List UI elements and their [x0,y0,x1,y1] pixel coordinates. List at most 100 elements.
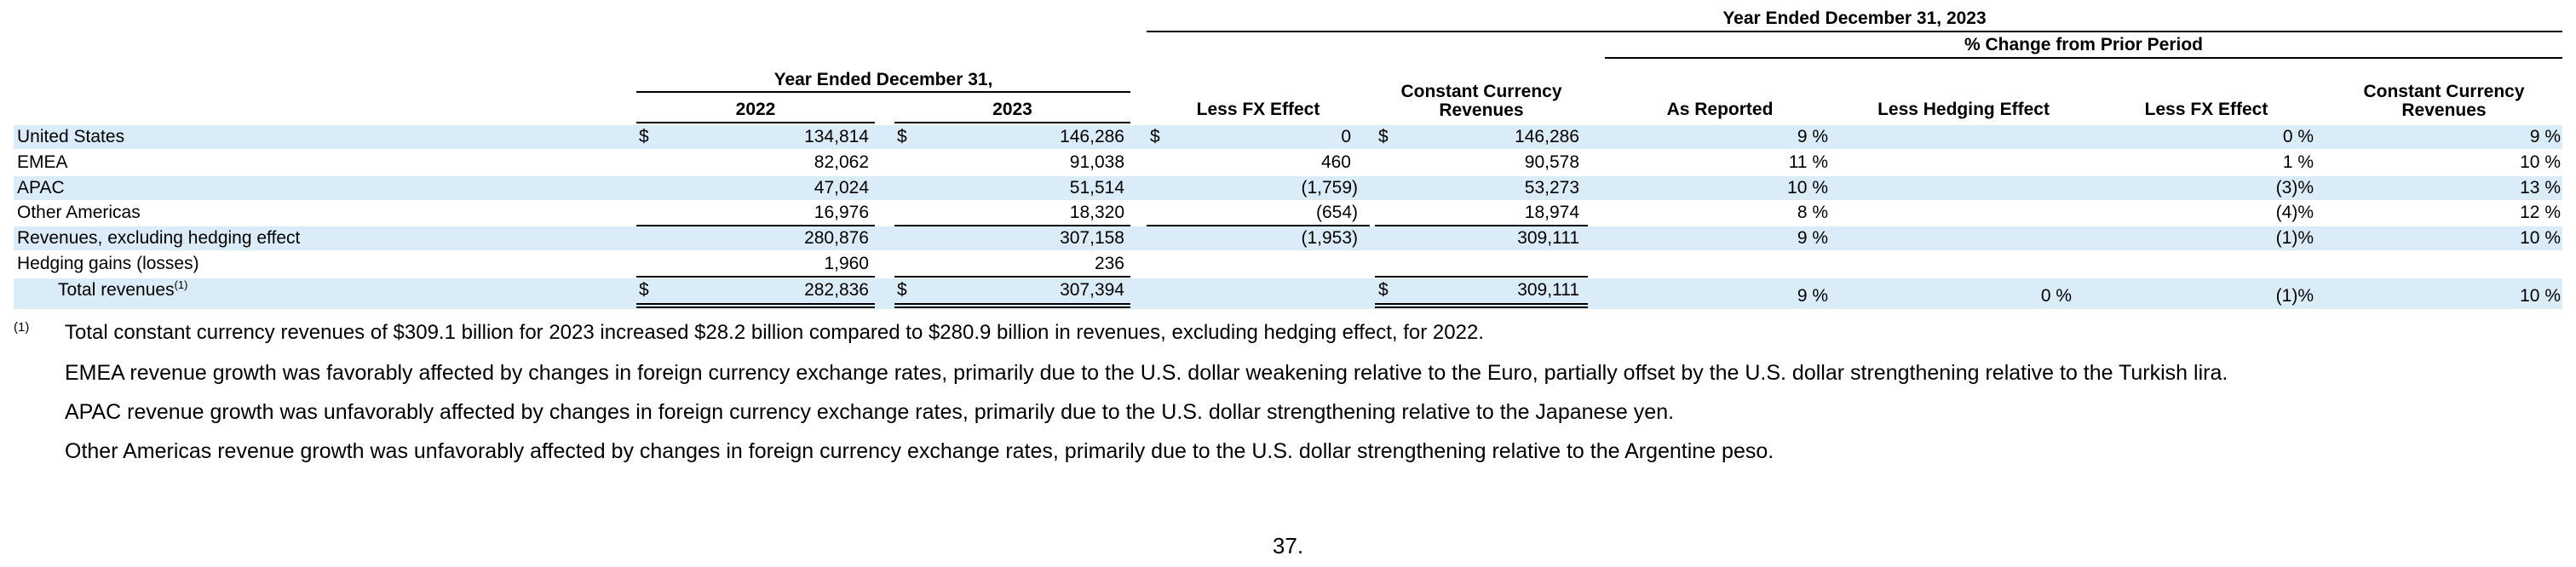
header-year-ended: Year Ended December 31, [773,70,993,89]
col-header-less-fx-2: Less FX Effect [2144,100,2268,119]
row-band-total [14,278,2562,309]
col-header-cc2-line1: Constant Currency [2363,82,2525,101]
row-band-united-states [14,125,2562,149]
value-fx-effect: 460 [1320,152,1351,172]
value-fx-effect: (1,759) [1301,178,1358,198]
dollar-sign: $ [1378,280,1389,300]
header-rule-year-ended [636,91,1130,93]
col-header-less-fx: Less FX Effect [1196,100,1320,119]
dollar-sign: $ [1150,127,1160,146]
header-rule-top [1147,31,2562,32]
rule-under-2022 [636,122,875,123]
col-header-2022: 2022 [735,100,776,119]
col-header-as-reported: As Reported [1666,100,1774,119]
total-rule-cc [1375,276,1588,278]
total-label-text: Total revenues [58,280,175,300]
value-fx-pct: 0 % [2282,127,2314,146]
header-year-ended-2023: Year Ended December 31, 2023 [1722,9,1987,28]
col-header-constant-currency: Constant Currency Revenues [1375,83,1588,120]
subtotal-rule-cc [1375,225,1588,226]
value-2022: 82,062 [814,152,869,172]
dollar-sign: $ [639,280,649,300]
paragraph-other-americas: Other Americas revenue growth was unfavo… [65,439,1774,463]
double-rule-2022 [636,303,875,308]
row-band-apac [14,176,2562,200]
value-fx-effect: (1,953) [1301,228,1358,248]
value-2022: 280,876 [804,228,869,248]
total-rule-2023 [894,276,1130,278]
rule-under-2023 [894,122,1130,123]
value-fx-pct: (4)% [2275,203,2314,222]
value-fx-pct: (1)% [2275,228,2314,248]
value-fx-effect: 0 [1341,127,1351,146]
row-label-total: Total revenues(1) [58,278,187,302]
value-fx-pct: (1)% [2275,286,2314,306]
subtotal-rule-2022 [636,225,875,226]
value-constant-currency: 53,273 [1524,178,1579,198]
value-as-reported: 9 % [1797,286,1828,306]
row-label: APAC [17,178,65,198]
value-hedging: 0 % [2040,286,2072,306]
col-header-less-hedging: Less Hedging Effect [1877,100,2050,119]
col-header-cc-line2: Revenues [1439,100,1524,120]
header-pct-change: % Change from Prior Period [1964,35,2204,54]
col-header-constant-currency-2: Constant Currency Revenues [2326,83,2562,120]
value-cc-pct: 10 % [2520,228,2561,248]
footnote-ref: (1) [174,278,188,291]
footnote-marker: (1) [14,320,30,335]
value-constant-currency: 146,286 [1515,127,1579,146]
col-header-cc2-line2: Revenues [2401,100,2487,120]
value-as-reported: 9 % [1797,228,1828,248]
footnote-text: Total constant currency revenues of $309… [65,321,1484,344]
value-2023: 91,038 [1069,152,1124,172]
value-2022: 47,024 [814,178,869,198]
col-header-2023: 2023 [992,100,1032,119]
value-2023: 51,514 [1069,178,1124,198]
value-as-reported: 9 % [1797,127,1828,146]
value-as-reported: 8 % [1797,203,1828,222]
value-2022: 134,814 [804,127,869,146]
value-cc-pct: 13 % [2520,178,2561,198]
paragraph-apac: APAC revenue growth was unfavorably affe… [65,400,1675,424]
value-2023: 307,394 [1060,280,1124,300]
value-2022: 16,976 [814,203,869,222]
value-2023: 236 [1094,254,1124,273]
value-2023: 307,158 [1060,228,1124,248]
row-label: Other Americas [17,203,141,222]
value-constant-currency: 90,578 [1524,152,1579,172]
value-as-reported: 11 % [1788,152,1828,172]
col-header-cc-line1: Constant Currency [1400,82,1562,101]
value-cc-pct: 12 % [2520,203,2561,222]
value-constant-currency: 18,974 [1524,203,1579,222]
double-rule-2023 [894,303,1130,308]
value-constant-currency: 309,111 [1517,280,1579,300]
subtotal-rule-2023 [894,225,1130,226]
value-fx-pct: (3)% [2275,178,2314,198]
value-2023: 146,286 [1060,127,1124,146]
dollar-sign: $ [1378,127,1389,146]
value-as-reported: 10 % [1787,178,1828,198]
row-label: United States [17,127,125,146]
dollar-sign: $ [639,127,649,146]
value-constant-currency: 309,111 [1517,228,1579,248]
row-label: EMEA [17,152,68,172]
row-band-revenues-excl-hedging [14,226,2562,250]
value-cc-pct: 10 % [2520,152,2561,172]
double-rule-cc [1375,303,1588,308]
dollar-sign: $ [897,127,907,146]
page-number: 37. [1272,533,1304,558]
value-cc-pct: 10 % [2520,286,2561,306]
row-label: Hedging gains (losses) [17,254,199,273]
value-fx-effect: (654) [1315,203,1358,222]
dollar-sign: $ [897,280,907,300]
value-fx-pct: 1 % [2282,152,2314,172]
value-2023: 18,320 [1069,203,1124,222]
subtotal-rule-fx [1147,225,1370,226]
value-cc-pct: 9 % [2529,127,2561,146]
paragraph-emea: EMEA revenue growth was favorably affect… [65,361,2228,385]
total-rule-2022 [636,276,875,278]
header-rule-pct-change [1605,57,2562,59]
row-label: Revenues, excluding hedging effect [17,228,301,248]
value-2022: 282,836 [804,280,869,300]
